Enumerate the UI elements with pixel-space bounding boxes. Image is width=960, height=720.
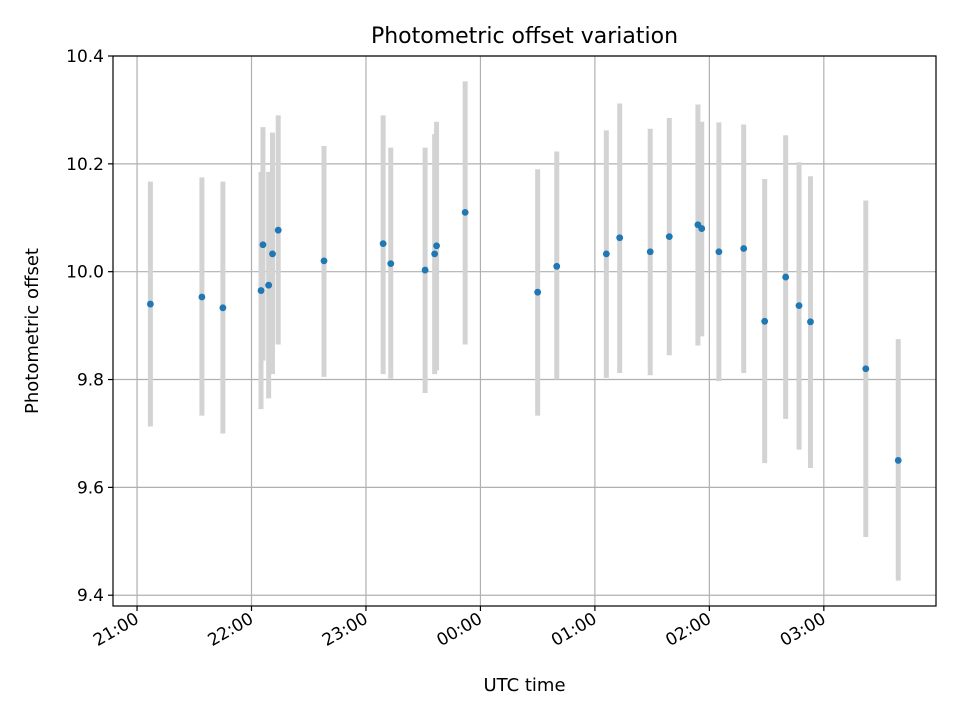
data-point <box>219 304 227 312</box>
data-point <box>421 266 429 274</box>
data-point <box>269 250 276 258</box>
chart-title: Photometric offset variation <box>371 24 678 49</box>
data-point <box>807 318 814 326</box>
data-point <box>894 457 902 464</box>
x-axis-label: UTC time <box>483 675 565 696</box>
y-tick-label: 10.0 <box>66 263 104 283</box>
y-tick-label: 9.6 <box>77 478 104 498</box>
data-point <box>387 260 395 267</box>
data-point <box>665 233 673 241</box>
data-point <box>795 302 803 310</box>
data-point <box>616 234 624 242</box>
data-point <box>646 248 654 256</box>
data-point <box>379 240 387 248</box>
data-point <box>320 257 328 265</box>
data-point <box>740 245 748 252</box>
data-point <box>461 208 469 216</box>
data-point <box>431 250 439 258</box>
y-tick-label: 9.4 <box>77 586 104 606</box>
data-point <box>602 250 610 258</box>
data-point <box>146 300 154 308</box>
data-point <box>534 288 542 296</box>
data-point <box>198 293 206 301</box>
data-point <box>698 225 706 232</box>
data-point <box>433 242 440 250</box>
y-tick-label: 10.4 <box>66 47 104 67</box>
data-markers <box>146 208 902 464</box>
data-point <box>553 262 561 270</box>
y-tick-label: 9.8 <box>77 371 104 391</box>
plot-frame <box>112 55 937 607</box>
data-point <box>761 317 769 325</box>
data-point <box>259 241 267 249</box>
y-tick-label: 10.2 <box>66 155 104 175</box>
data-point <box>715 248 723 256</box>
y-axis-ticks: 9.4 9.6 9.8 10.0 10.2 10.4 <box>66 47 113 606</box>
y-axis-label: Photometric offset <box>22 248 43 414</box>
data-point <box>782 273 790 281</box>
data-point <box>257 287 265 294</box>
data-point <box>274 226 282 234</box>
data-point <box>265 281 273 289</box>
data-point <box>862 365 870 373</box>
